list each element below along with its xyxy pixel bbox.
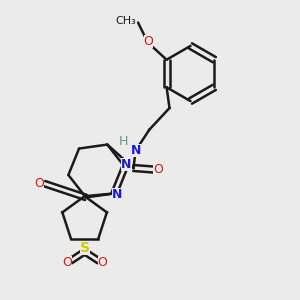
Text: O: O bbox=[98, 256, 107, 269]
Text: N: N bbox=[112, 188, 122, 202]
Text: N: N bbox=[130, 144, 141, 157]
Text: O: O bbox=[144, 35, 153, 48]
Text: O: O bbox=[62, 256, 72, 269]
Text: S: S bbox=[80, 241, 90, 254]
Text: O: O bbox=[34, 177, 44, 190]
Text: N: N bbox=[121, 158, 131, 171]
Text: H: H bbox=[118, 135, 128, 148]
Text: CH₃: CH₃ bbox=[116, 16, 136, 26]
Text: O: O bbox=[154, 163, 163, 176]
